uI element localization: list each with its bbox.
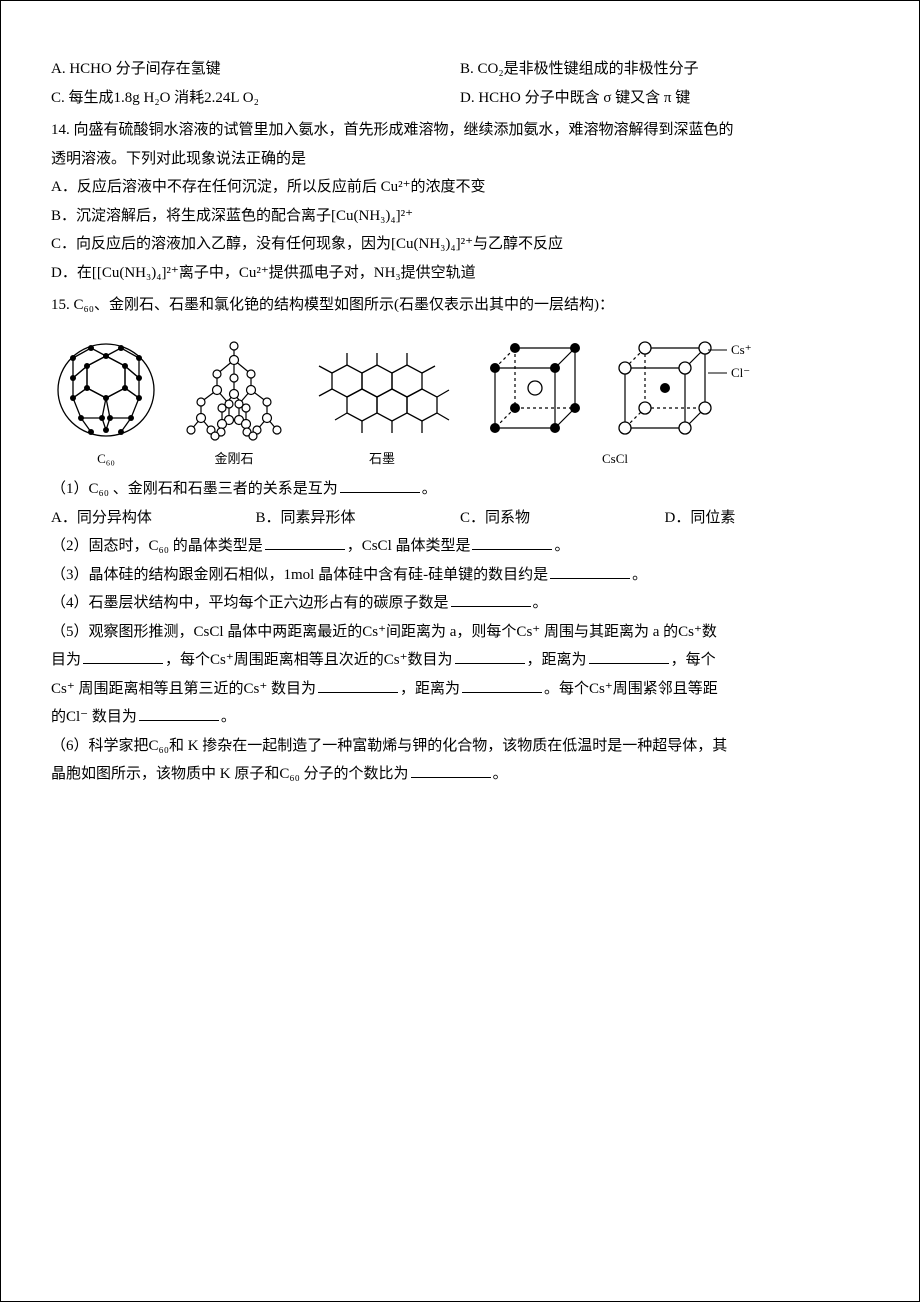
q14-stem-1: 14. 向盛有硫酸铜水溶液的试管里加入氨水，首先形成难溶物，继续添加氨水，难溶物…: [51, 116, 869, 145]
q15-p6-line1: （6）科学家把C₆₀和 K 掺杂在一起制造了一种富勒烯与钾的化合物，该物质在低温…: [51, 732, 869, 761]
blank[interactable]: [472, 534, 552, 550]
c60-icon: [51, 338, 161, 443]
q15-p5g: ，距离为: [400, 681, 460, 697]
blank[interactable]: [318, 677, 398, 693]
blank[interactable]: [411, 762, 491, 778]
blank[interactable]: [550, 563, 630, 579]
q15-p5f: Cs⁺ 周围距离相等且第三近的Cs⁺ 数目为: [51, 681, 316, 697]
q15-p6-line2: 晶胞如图所示，该物质中 K 原子和C₆₀ 分子的个数比为 。: [51, 760, 869, 789]
q15-p1-text: （1）C₆₀ 、金刚石和石墨三者的关系是互为: [51, 481, 338, 497]
q15-p5-tail: 。: [221, 709, 236, 725]
q15-p4: （4）石墨层状结构中，平均每个正六边形占有的碳原子数是 。: [51, 589, 869, 618]
q13-opt-D: D. HCHO 分子中既含 σ 键又含 π 键: [460, 90, 690, 106]
blank[interactable]: [462, 677, 542, 693]
q15-p6b: 晶胞如图所示，该物质中 K 原子和C₆₀ 分子的个数比为: [51, 766, 409, 782]
blank[interactable]: [83, 648, 163, 664]
q15-figures: C₆₀: [51, 328, 869, 472]
q15-p1-A: A．同分异构体: [51, 510, 152, 526]
q15-p5h: 。每个Cs⁺周围紧邻且等距: [544, 681, 718, 697]
q14-opt-B: B．沉淀溶解后，将生成深蓝色的配合离子[Cu(NH₃)₄]²⁺: [51, 202, 869, 231]
q15-p4-tail: 。: [533, 595, 548, 611]
q14-opt-D: D．在[[Cu(NH₃)₄]²⁺离子中，Cu²⁺提供孤电子对，NH₃提供空轨道: [51, 259, 869, 288]
fig-graphite: 石墨: [307, 338, 457, 472]
fig-diamond: 金刚石: [179, 338, 289, 472]
q14-opt-A: A．反应后溶液中不存在任何沉淀，所以反应前后 Cu²⁺的浓度不变: [51, 173, 869, 202]
fig-c60: C₆₀: [51, 338, 161, 472]
blank[interactable]: [265, 534, 345, 550]
fig-graphite-label: 石墨: [369, 447, 395, 472]
q15-stem: 15. C₆₀、金刚石、石墨和氯化铯的结构模型如图所示(石墨仅表示出其中的一层结…: [51, 291, 869, 320]
q15-p5b: 目为: [51, 652, 81, 668]
q15-p5d: ，距离为: [527, 652, 587, 668]
cscl-cl-label: Cl⁻: [731, 365, 750, 380]
q15-p1: （1）C₆₀ 、金刚石和石墨三者的关系是互为 。: [51, 475, 869, 504]
fig-c60-label: C₆₀: [97, 447, 115, 472]
q15-p5-line2: 目为 ，每个Cs⁺周围距离相等且次近的Cs⁺数目为 ，距离为 ，每个: [51, 646, 869, 675]
q15-p5e: ，每个: [671, 652, 716, 668]
q15-p1-C: C．同系物: [460, 510, 530, 526]
blank[interactable]: [451, 591, 531, 607]
q15-p4-text: （4）石墨层状结构中，平均每个正六边形占有的碳原子数是: [51, 595, 449, 611]
q13-opt-B: B. CO₂是非极性键组成的非极性分子: [460, 61, 699, 77]
fig-cscl: Cs⁺ Cl⁻ CsCl: [475, 328, 755, 472]
q13-options: A. HCHO 分子间存在氢键 B. CO₂是非极性键组成的非极性分子: [51, 55, 869, 84]
q15-p6a: （6）科学家把C₆₀和 K 掺杂在一起制造了一种富勒烯与钾的化合物，该物质在低温…: [51, 738, 727, 754]
graphite-icon: [307, 338, 457, 443]
q13-opt-C: C. 每生成1.8g H₂O 消耗2.24L O₂: [51, 90, 259, 106]
q15-p5c: ，每个Cs⁺周围距离相等且次近的Cs⁺数目为: [165, 652, 453, 668]
blank[interactable]: [589, 648, 669, 664]
q15-p2: （2）固态时，C₆₀ 的晶体类型是 ，CsCl 晶体类型是 。: [51, 532, 869, 561]
q15-p3-text: （3）晶体硅的结构跟金刚石相似，1mol 晶体硅中含有硅-硅单键的数目约是: [51, 567, 548, 583]
blank[interactable]: [139, 705, 219, 721]
q13-options-2: C. 每生成1.8g H₂O 消耗2.24L O₂ D. HCHO 分子中既含 …: [51, 84, 869, 113]
blank[interactable]: [455, 648, 525, 664]
q14-stem-2: 透明溶液。下列对此现象说法正确的是: [51, 145, 869, 174]
fig-diamond-label: 金刚石: [214, 447, 253, 472]
exam-page: A. HCHO 分子间存在氢键 B. CO₂是非极性键组成的非极性分子 C. 每…: [0, 0, 920, 1302]
q15-p2a: （2）固态时，C₆₀ 的晶体类型是: [51, 538, 263, 554]
q15-p1-B: B．同素异形体: [256, 510, 356, 526]
q15-p5-line4: 的Cl⁻ 数目为 。: [51, 703, 869, 732]
diamond-icon: [179, 338, 289, 443]
q15-p1-options: A．同分异构体 B．同素异形体 C．同系物 D．同位素: [51, 504, 869, 533]
q15-p1-D: D．同位素: [665, 510, 736, 526]
q15-p5i: 的Cl⁻ 数目为: [51, 709, 137, 725]
q15-p3-tail: 。: [632, 567, 647, 583]
fig-cscl-label: CsCl: [602, 447, 628, 472]
q15-p2-tail: 。: [554, 538, 569, 554]
q15-p5-line3: Cs⁺ 周围距离相等且第三近的Cs⁺ 数目为 ，距离为 。每个Cs⁺周围紧邻且等距: [51, 675, 869, 704]
q14-opt-C: C．向反应后的溶液加入乙醇，没有任何现象，因为[Cu(NH₃)₄]²⁺与乙醇不反…: [51, 230, 869, 259]
q15-p5a: （5）观察图形推测，CsCl 晶体中两距离最近的Cs⁺间距离为 a，则每个Cs⁺…: [51, 624, 717, 640]
blank[interactable]: [340, 477, 420, 493]
q13-opt-A: A. HCHO 分子间存在氢键: [51, 61, 221, 77]
cscl-icon: Cs⁺ Cl⁻: [475, 328, 755, 443]
q15-p3: （3）晶体硅的结构跟金刚石相似，1mol 晶体硅中含有硅-硅单键的数目约是 。: [51, 561, 869, 590]
q15-p5-line1: （5）观察图形推测，CsCl 晶体中两距离最近的Cs⁺间距离为 a，则每个Cs⁺…: [51, 618, 869, 647]
cscl-cs-label: Cs⁺: [731, 342, 752, 357]
q15-p6-tail: 。: [493, 766, 508, 782]
q15-p1-tail: 。: [422, 481, 437, 497]
q15-p2b: ，CsCl 晶体类型是: [347, 538, 471, 554]
